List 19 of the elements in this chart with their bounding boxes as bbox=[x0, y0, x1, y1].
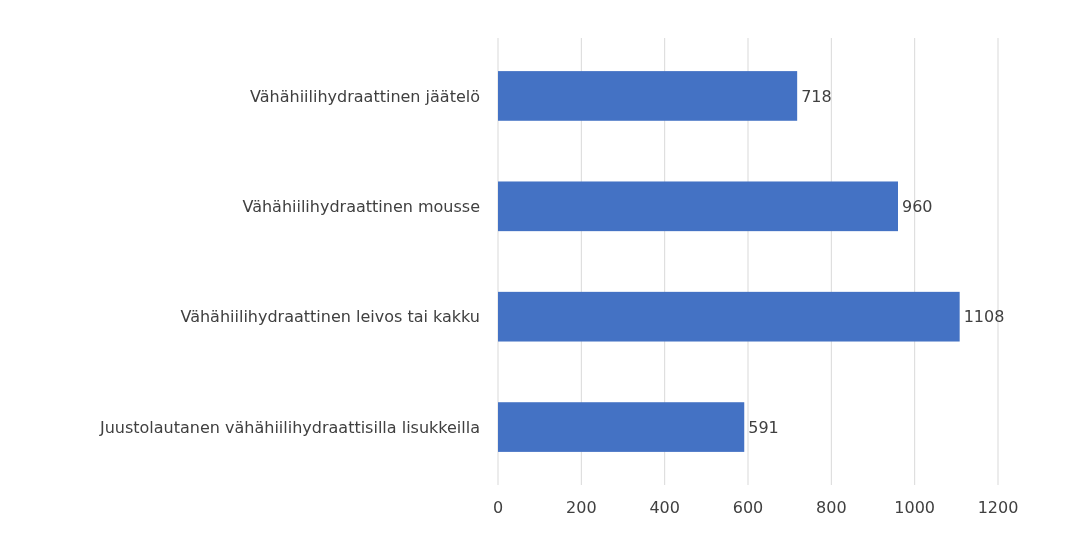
x-tick-label: 1000 bbox=[894, 498, 936, 517]
y-tick-label: Vähähiilihydraattinen mousse bbox=[242, 196, 480, 216]
data-label: 1108 bbox=[963, 307, 1005, 327]
x-tick-label: 600 bbox=[732, 498, 764, 517]
bar bbox=[498, 181, 898, 232]
data-label: 960 bbox=[902, 196, 933, 216]
x-tick-label: 200 bbox=[566, 498, 597, 517]
y-tick-label: Vähähiilihydraattinen jäätelö bbox=[250, 86, 480, 106]
x-tick-label: 400 bbox=[649, 498, 680, 517]
data-label: 591 bbox=[748, 417, 779, 437]
x-tick-label: 0 bbox=[492, 498, 504, 517]
bar bbox=[498, 71, 798, 121]
y-tick-label: Juustolautanen vähähiilihydraattisilla lisukkeilla bbox=[98, 417, 480, 437]
bar bbox=[498, 291, 960, 342]
y-tick-label: Vähähiilihydraattinen leivos tai kakku bbox=[180, 307, 480, 327]
bar bbox=[498, 402, 745, 452]
x-tick-label: 800 bbox=[816, 498, 847, 517]
x-tick-label: 1200 bbox=[977, 498, 1019, 517]
data-label: 718 bbox=[801, 86, 832, 106]
